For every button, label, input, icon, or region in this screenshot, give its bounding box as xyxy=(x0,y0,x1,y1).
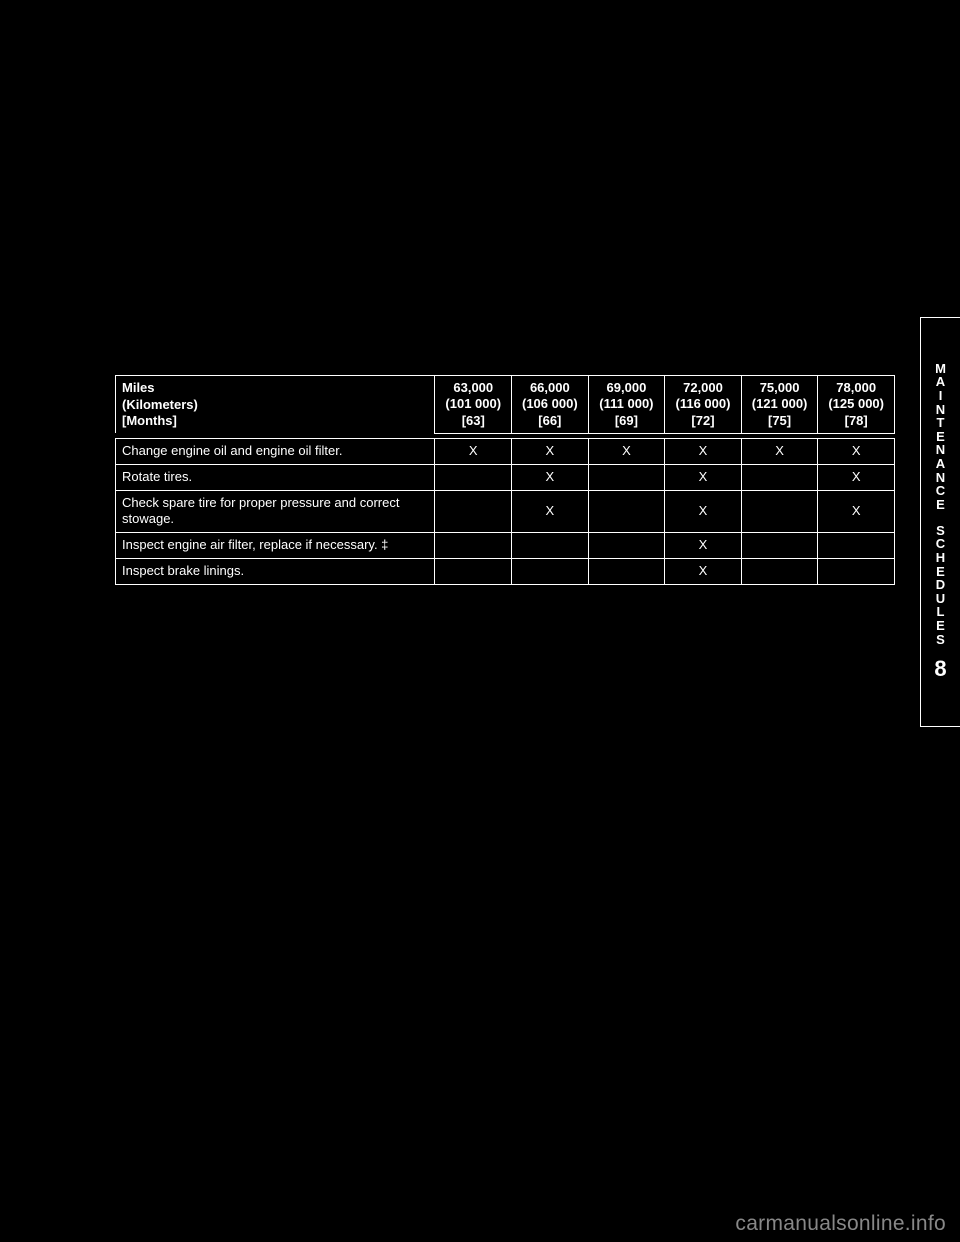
cell: X xyxy=(818,490,895,533)
cell: X xyxy=(512,490,589,533)
header-col-0: 63,000 (101 000) [63] xyxy=(435,376,512,434)
cell xyxy=(588,533,665,559)
cell: X xyxy=(512,438,589,464)
cell xyxy=(588,464,665,490)
cell: X xyxy=(665,438,742,464)
cell xyxy=(588,559,665,585)
months: [75] xyxy=(744,413,816,429)
miles: 63,000 xyxy=(437,380,509,396)
km: (101 000) xyxy=(437,396,509,412)
cell: X xyxy=(512,464,589,490)
row-desc: Rotate tires. xyxy=(116,464,435,490)
table-row: Check spare tire for proper pressure and… xyxy=(116,490,895,533)
cell: X xyxy=(818,464,895,490)
cell xyxy=(512,559,589,585)
miles: 69,000 xyxy=(591,380,663,396)
months: [69] xyxy=(591,413,663,429)
miles: 66,000 xyxy=(514,380,586,396)
cell xyxy=(741,464,818,490)
cell xyxy=(435,490,512,533)
header-col-2: 69,000 (111 000) [69] xyxy=(588,376,665,434)
km: (116 000) xyxy=(667,396,739,412)
row-desc: Change engine oil and engine oil filter. xyxy=(116,438,435,464)
tab-word-1: MAINTENANCE xyxy=(935,362,946,512)
header-col-5: 78,000 (125 000) [78] xyxy=(818,376,895,434)
watermark: carmanualsonline.info xyxy=(735,1212,946,1236)
km: (121 000) xyxy=(744,396,816,412)
label-miles: Miles xyxy=(122,380,155,395)
table-row: Inspect brake linings. X xyxy=(116,559,895,585)
km: (106 000) xyxy=(514,396,586,412)
table-row: Inspect engine air filter, replace if ne… xyxy=(116,533,895,559)
cell xyxy=(741,490,818,533)
cell: X xyxy=(665,559,742,585)
row-desc: Inspect engine air filter, replace if ne… xyxy=(116,533,435,559)
cell xyxy=(512,533,589,559)
row-desc: Inspect brake linings. xyxy=(116,559,435,585)
months: [78] xyxy=(820,413,892,429)
cell: X xyxy=(665,490,742,533)
table-row: Rotate tires. X X X xyxy=(116,464,895,490)
table-row: Change engine oil and engine oil filter.… xyxy=(116,438,895,464)
cell xyxy=(818,559,895,585)
months: [66] xyxy=(514,413,586,429)
cell: X xyxy=(665,464,742,490)
cell xyxy=(741,559,818,585)
cell xyxy=(435,559,512,585)
miles: 75,000 xyxy=(744,380,816,396)
section-tab: MAINTENANCE SCHEDULES 8 xyxy=(920,317,960,727)
maintenance-table: Change engine oil and engine oil filter.… xyxy=(115,438,895,585)
mileage-header-table: Miles (Kilometers) [Months] 63,000 (101 … xyxy=(115,375,895,434)
km: (111 000) xyxy=(591,396,663,412)
cell xyxy=(435,533,512,559)
cell xyxy=(818,533,895,559)
cell xyxy=(435,464,512,490)
months: [72] xyxy=(667,413,739,429)
header-col-3: 72,000 (116 000) [72] xyxy=(665,376,742,434)
km: (125 000) xyxy=(820,396,892,412)
label-km: (Kilometers) xyxy=(122,397,198,412)
cell: X xyxy=(588,438,665,464)
tab-word-2: SCHEDULES xyxy=(936,524,945,647)
header-col-4: 75,000 (121 000) [75] xyxy=(741,376,818,434)
header-col-1: 66,000 (106 000) [66] xyxy=(512,376,589,434)
miles: 78,000 xyxy=(820,380,892,396)
cell: X xyxy=(435,438,512,464)
label-months: [Months] xyxy=(122,413,177,428)
cell xyxy=(741,533,818,559)
cell: X xyxy=(665,533,742,559)
row-desc: Check spare tire for proper pressure and… xyxy=(116,490,435,533)
header-labels: Miles (Kilometers) [Months] xyxy=(116,376,435,434)
months: [63] xyxy=(437,413,509,429)
cell: X xyxy=(741,438,818,464)
cell: X xyxy=(818,438,895,464)
miles: 72,000 xyxy=(667,380,739,396)
tab-number: 8 xyxy=(934,656,946,682)
cell xyxy=(588,490,665,533)
